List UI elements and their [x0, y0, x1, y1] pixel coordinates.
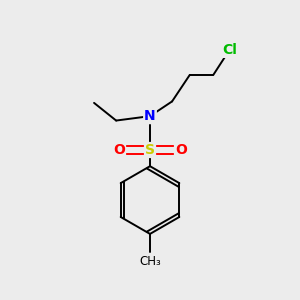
Text: Cl: Cl: [222, 43, 237, 57]
Text: S: S: [145, 143, 155, 157]
Text: CH₃: CH₃: [139, 254, 161, 268]
Text: O: O: [175, 143, 187, 157]
Text: O: O: [113, 143, 125, 157]
Text: N: N: [144, 109, 156, 123]
